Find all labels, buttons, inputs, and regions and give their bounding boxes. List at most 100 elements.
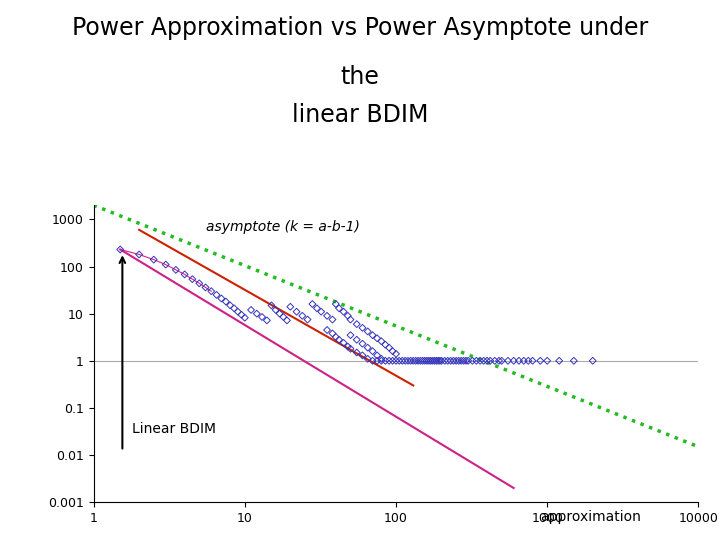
Point — [291, 307, 302, 316]
Point — [429, 356, 441, 365]
Point — [439, 356, 451, 365]
Point — [448, 356, 459, 365]
Point — [342, 312, 354, 320]
Point — [534, 356, 546, 365]
Point — [333, 335, 345, 344]
Point — [330, 333, 341, 341]
Point — [408, 356, 419, 365]
Point — [251, 309, 263, 318]
Point — [456, 356, 467, 365]
Point — [493, 356, 505, 365]
Point — [425, 356, 436, 365]
Point — [239, 313, 251, 322]
Point — [587, 356, 598, 365]
Point — [471, 356, 482, 365]
Point — [554, 356, 565, 365]
Point — [372, 334, 383, 342]
Point — [366, 331, 378, 340]
Point — [523, 356, 534, 365]
Point — [246, 306, 257, 314]
Point — [315, 307, 327, 316]
Point — [366, 356, 378, 365]
Point — [400, 356, 411, 365]
Point — [327, 329, 338, 338]
Point — [351, 320, 362, 328]
Point — [235, 310, 247, 319]
Point — [356, 323, 368, 332]
Point — [194, 279, 205, 288]
Point — [372, 356, 383, 365]
Point — [366, 347, 378, 355]
Point — [379, 340, 391, 349]
Text: linear BDIM: linear BDIM — [292, 103, 428, 126]
Point — [342, 342, 354, 351]
Point — [261, 316, 273, 325]
Point — [462, 356, 474, 365]
Point — [270, 306, 282, 314]
Point — [460, 356, 472, 365]
Point — [362, 343, 374, 352]
Point — [383, 343, 395, 352]
Point — [387, 347, 398, 355]
Point — [451, 356, 462, 365]
Point — [186, 275, 198, 284]
Point — [518, 356, 529, 365]
Text: the: the — [341, 65, 379, 89]
Point — [311, 304, 323, 313]
Point — [421, 356, 433, 365]
Point — [568, 356, 580, 365]
Point — [330, 300, 341, 308]
Point — [376, 356, 387, 365]
Point — [321, 326, 333, 334]
Point — [345, 331, 356, 340]
Point — [376, 355, 387, 363]
Point — [413, 356, 424, 365]
Point — [489, 356, 500, 365]
Point — [436, 356, 447, 365]
Point — [393, 356, 405, 365]
Text: Linear BDIM: Linear BDIM — [132, 422, 216, 436]
Point — [541, 356, 553, 365]
Point — [502, 356, 513, 365]
Point — [410, 356, 421, 365]
Text: asymptote (k = a-b-1): asymptote (k = a-b-1) — [205, 220, 359, 234]
Point — [278, 313, 289, 321]
Point — [433, 356, 444, 365]
Point — [114, 245, 126, 254]
Point — [415, 356, 426, 365]
Point — [390, 356, 402, 365]
Point — [362, 327, 374, 336]
Point — [170, 266, 181, 274]
Point — [485, 356, 496, 365]
Point — [148, 255, 160, 264]
Point — [390, 349, 402, 358]
Point — [307, 300, 318, 308]
Point — [496, 356, 508, 365]
Point — [225, 301, 236, 309]
Point — [383, 356, 395, 365]
Point — [467, 356, 478, 365]
Point — [297, 312, 308, 320]
Point — [453, 356, 464, 365]
Point — [417, 356, 428, 365]
Point — [256, 313, 268, 321]
Point — [351, 348, 362, 357]
Point — [478, 356, 490, 365]
Point — [402, 356, 414, 365]
Point — [345, 315, 356, 324]
Point — [284, 302, 296, 311]
Point — [427, 356, 438, 365]
Point — [274, 309, 285, 318]
Point — [338, 339, 349, 347]
Point — [338, 307, 349, 316]
Point — [321, 312, 333, 320]
Point — [160, 260, 171, 269]
Point — [513, 356, 525, 365]
Point — [434, 356, 446, 365]
Point — [423, 356, 435, 365]
Point — [356, 340, 368, 348]
Point — [362, 355, 374, 363]
Point — [442, 356, 454, 365]
Point — [133, 250, 145, 259]
Point — [376, 337, 387, 346]
